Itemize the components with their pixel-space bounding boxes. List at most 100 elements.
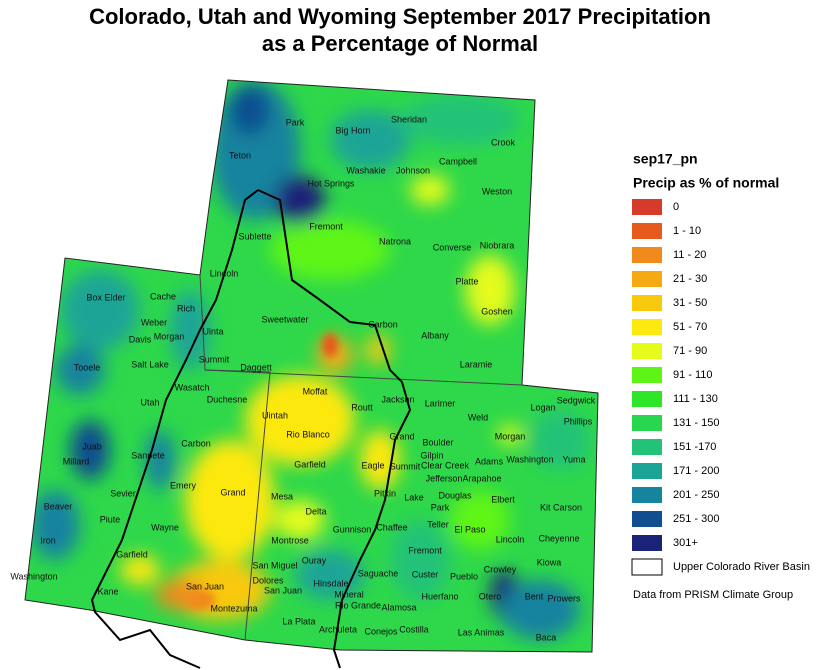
county-label: Tooele (74, 362, 101, 372)
county-label: Hinsdale (313, 578, 348, 588)
county-label: Carbon (368, 319, 398, 329)
county-label: Rich (177, 303, 195, 313)
county-label: Crook (491, 137, 516, 147)
legend-label: 91 - 110 (673, 369, 713, 381)
county-label: Kane (97, 586, 118, 596)
county-label: Jackson (381, 394, 414, 404)
county-label: Wayne (151, 522, 179, 532)
county-label: Juab (82, 441, 102, 451)
county-label: Ouray (302, 555, 327, 565)
legend-swatch (632, 415, 662, 431)
title-line: as a Percentage of Normal (262, 31, 538, 56)
county-label: Mesa (271, 491, 293, 501)
county-label: Adams (475, 456, 504, 466)
county-label: Huerfano (421, 591, 458, 601)
county-label: Routt (351, 402, 373, 412)
legend-swatch (632, 463, 662, 479)
legend-swatch (632, 511, 662, 527)
county-label: Millard (63, 456, 90, 466)
county-label: Logan (530, 402, 555, 412)
county-label: Jefferson (426, 473, 463, 483)
county-label: Grand (220, 487, 245, 497)
county-label: Delta (305, 506, 326, 516)
county-label: Big Horn (335, 125, 370, 135)
county-label: Otero (479, 591, 502, 601)
county-label: Yuma (562, 454, 585, 464)
legend-swatch (632, 223, 662, 239)
county-label: Park (431, 502, 450, 512)
county-label: Laramie (460, 359, 493, 369)
legend-label: Upper Colorado River Basin (673, 561, 810, 573)
county-label: Teton (229, 150, 251, 160)
county-label: Carbon (181, 438, 211, 448)
county-label: Washington (10, 571, 57, 581)
county-label: Washakie (346, 165, 385, 175)
county-label: Teller (427, 519, 449, 529)
county-label: Emery (170, 480, 197, 490)
county-label: Gunnison (333, 524, 372, 534)
county-label: Campbell (439, 156, 477, 166)
county-label: Weld (468, 412, 488, 422)
basin-outline (90, 189, 412, 669)
county-label: El Paso (454, 524, 485, 534)
state-borders (24, 79, 599, 653)
county-label: Moffat (303, 386, 328, 396)
county-label: Dolores (252, 575, 284, 585)
county-label: Alamosa (381, 602, 416, 612)
county-label: Davis (129, 334, 152, 344)
county-label: San Miguel (252, 560, 297, 570)
county-label: Sweetwater (261, 314, 308, 324)
source-note: Data from PRISM Climate Group (633, 589, 793, 601)
county-label: Box Elder (86, 292, 125, 302)
legend-label: 71 - 90 (673, 345, 707, 357)
county-label: Crowley (484, 564, 517, 574)
county-label: Phillips (564, 416, 593, 426)
county-label: Bent (525, 591, 544, 601)
county-label: Douglas (438, 490, 472, 500)
county-label: Sublette (238, 231, 271, 241)
county-label: Mineral (334, 589, 364, 599)
legend-swatch (632, 343, 662, 359)
county-label: Rio Grande (335, 600, 381, 610)
legend-title: sep17_pn (633, 151, 698, 167)
county-label: Clear Creek (421, 460, 470, 470)
county-label: Sedgwick (557, 395, 596, 405)
county-label: Daggett (240, 362, 272, 372)
county-label: Boulder (422, 437, 453, 447)
county-label: Saguache (358, 568, 399, 578)
county-label: Lincoln (210, 268, 239, 278)
county-label: Weber (141, 317, 167, 327)
county-label: Kiowa (537, 557, 562, 567)
county-label: Lincoln (496, 534, 525, 544)
legend-label: 21 - 30 (673, 273, 707, 285)
county-label: Garfield (294, 459, 326, 469)
legend-swatch (631, 558, 663, 576)
county-label: San Juan (186, 581, 224, 591)
county-label: Arapahoe (462, 473, 501, 483)
legend-label: 151 -170 (673, 441, 716, 453)
county-label: Albany (421, 330, 449, 340)
county-label: Cheyenne (538, 533, 579, 543)
legend-label: 251 - 300 (673, 513, 719, 525)
county-label: Las Animas (458, 627, 505, 637)
county-label: San Juan (264, 585, 302, 595)
county-label: Montezuma (210, 603, 257, 613)
county-label: Wasatch (175, 382, 210, 392)
county-label: Iron (40, 535, 56, 545)
county-label: Pueblo (450, 571, 478, 581)
county-label: Johnson (396, 165, 430, 175)
legend-swatch (632, 535, 662, 551)
county-label: Niobrara (480, 240, 515, 250)
legend-swatch (632, 367, 662, 383)
county-label: Salt Lake (131, 359, 169, 369)
precip-surface (25, 80, 598, 652)
county-label: Grand (389, 431, 414, 441)
county-label: Elbert (491, 494, 515, 504)
legend-swatch (632, 199, 662, 215)
legend-label: 0 (673, 201, 679, 213)
county-label: Hot Springs (307, 178, 355, 188)
county-label: Cache (150, 291, 176, 301)
county-label: Baca (536, 632, 557, 642)
county-label: Uinta (202, 326, 223, 336)
